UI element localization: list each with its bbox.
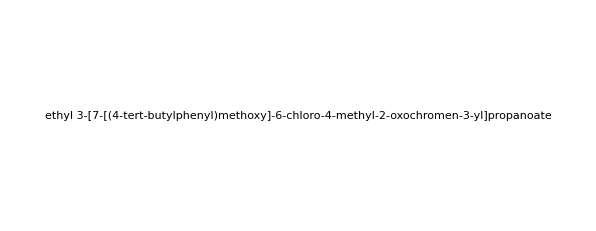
Text: ethyl 3-[7-[(4-tert-butylphenyl)methoxy]-6-chloro-4-methyl-2-oxochromen-3-yl]pro: ethyl 3-[7-[(4-tert-butylphenyl)methoxy]… bbox=[45, 110, 551, 121]
